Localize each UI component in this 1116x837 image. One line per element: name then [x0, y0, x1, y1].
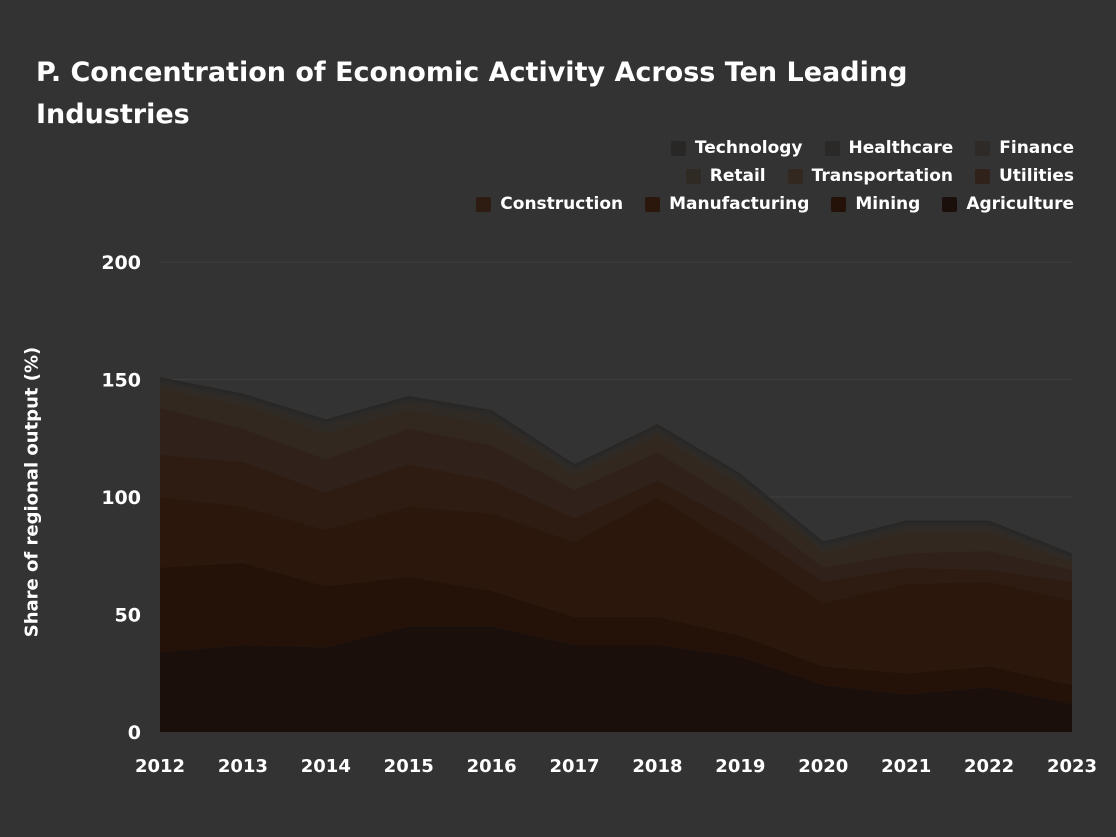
legend-label: Retail — [709, 166, 766, 186]
legend-item[interactable]: Transportation — [787, 166, 953, 186]
legend-item[interactable]: Utilities — [974, 166, 1074, 186]
legend-label: Healthcare — [848, 138, 954, 158]
legend-label: Finance — [999, 138, 1074, 158]
y-tick-label: 50 — [115, 605, 141, 627]
chart-title: P. Concentration of Economic Activity Ac… — [36, 57, 908, 130]
x-tick-label: 2017 — [549, 756, 599, 777]
legend-item[interactable]: Healthcare — [824, 138, 954, 158]
legend-row: Construction Manufacturing Mining Agricultu… — [476, 194, 1074, 214]
legend-label: Technology — [694, 138, 803, 158]
legend-swatch — [824, 140, 840, 156]
legend-label: Agriculture — [966, 194, 1074, 214]
legend-swatch — [942, 196, 958, 212]
x-tick-label: 2013 — [218, 756, 268, 777]
chart-legend: Technology Healthcare Finance Retail Transpo… — [374, 138, 1074, 214]
area-series-construction — [160, 454, 1072, 603]
area-series-agriculture — [160, 626, 1072, 732]
legend-item[interactable]: Manufacturing — [645, 194, 809, 214]
legend-label: Mining — [855, 194, 921, 214]
legend-swatch — [645, 196, 661, 212]
legend-label: Utilities — [998, 166, 1074, 186]
legend-swatch — [831, 196, 847, 212]
x-tick-label: 2021 — [881, 756, 931, 777]
legend-swatch — [685, 168, 701, 184]
legend-label: Manufacturing — [669, 194, 810, 214]
x-tick-label: 2014 — [301, 756, 351, 777]
legend-row: Retail Transportation Utilities — [685, 166, 1074, 186]
legend-item[interactable]: Technology — [670, 138, 803, 158]
y-tick-label: 0 — [128, 722, 141, 744]
legend-swatch — [670, 140, 686, 156]
x-tick-label: 2012 — [135, 756, 185, 777]
area-series-transportation — [160, 388, 1072, 570]
legend-swatch — [974, 168, 990, 184]
legend-label: Construction — [500, 194, 624, 214]
legend-item[interactable]: Agriculture — [942, 194, 1074, 214]
legend-item[interactable]: Construction — [476, 194, 623, 214]
legend-item[interactable]: Mining — [831, 194, 920, 214]
legend-item[interactable]: Retail — [685, 166, 766, 186]
legend-swatch — [476, 196, 492, 212]
legend-swatch — [975, 140, 991, 156]
area-series-mining — [160, 562, 1072, 704]
area-series-manufacturing — [160, 497, 1072, 685]
legend-row: Technology Healthcare Finance — [670, 138, 1074, 158]
x-tick-label: 2020 — [798, 756, 848, 777]
x-tick-label: 2015 — [384, 756, 434, 777]
y-tick-label: 100 — [101, 487, 141, 509]
area-series-utilities — [160, 407, 1072, 582]
x-tick-label: 2023 — [1047, 756, 1097, 777]
legend-swatch — [787, 168, 803, 184]
legend-item[interactable]: Finance — [975, 138, 1074, 158]
legend-label: Transportation — [811, 166, 953, 186]
y-tick-label: 150 — [101, 370, 141, 392]
y-tick-label: 200 — [101, 252, 141, 274]
x-tick-label: 2022 — [964, 756, 1014, 777]
x-tick-label: 2019 — [715, 756, 765, 777]
x-tick-label: 2016 — [467, 756, 517, 777]
x-tick-label: 2018 — [632, 756, 682, 777]
